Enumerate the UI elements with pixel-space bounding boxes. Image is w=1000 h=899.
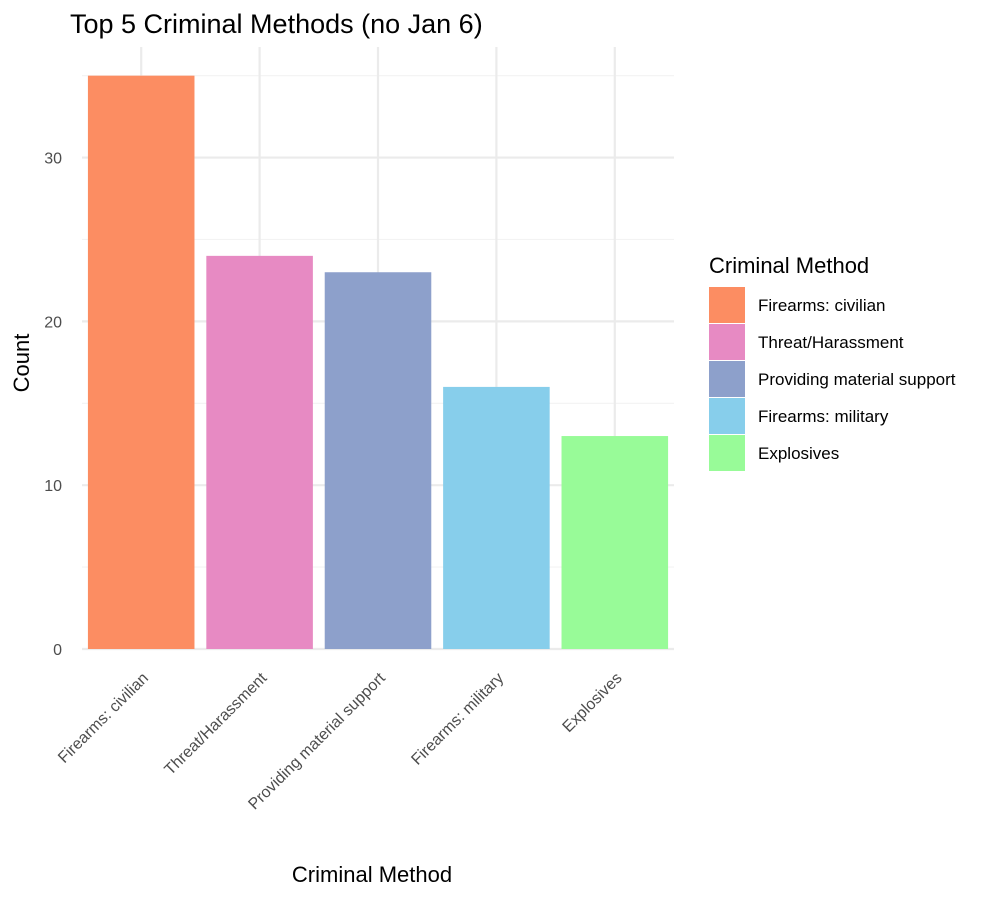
legend-key-5 bbox=[709, 435, 745, 471]
y-axis-ticks: 0 10 20 30 bbox=[44, 151, 62, 659]
chart-title: Top 5 Criminal Methods (no Jan 6) bbox=[70, 9, 483, 39]
legend-key-1 bbox=[709, 287, 745, 323]
legend-label: Providing material support bbox=[758, 370, 956, 389]
legend-label: Explosives bbox=[758, 444, 839, 463]
bar-1 bbox=[87, 75, 195, 649]
bar-4 bbox=[443, 386, 550, 649]
y-tick-label: 0 bbox=[53, 642, 62, 659]
bar-2 bbox=[206, 255, 313, 649]
legend: Criminal Method Firearms: civilian Threat… bbox=[709, 253, 956, 471]
legend-label: Firearms: civilian bbox=[758, 296, 886, 315]
bar-5 bbox=[561, 436, 669, 649]
legend-label: Firearms: military bbox=[758, 407, 889, 426]
legend-key-2 bbox=[709, 324, 745, 360]
y-tick-label: 30 bbox=[44, 151, 62, 168]
legend-title: Criminal Method bbox=[709, 253, 869, 278]
legend-key-4 bbox=[709, 398, 745, 434]
x-axis-title: Criminal Method bbox=[292, 862, 452, 887]
y-tick-label: 20 bbox=[44, 314, 62, 331]
legend-key-3 bbox=[709, 361, 745, 397]
y-axis-title: Count bbox=[9, 334, 34, 393]
y-tick-label: 10 bbox=[44, 478, 62, 495]
legend-label: Threat/Harassment bbox=[758, 333, 904, 352]
bar-3 bbox=[324, 272, 432, 649]
bars bbox=[87, 75, 669, 649]
